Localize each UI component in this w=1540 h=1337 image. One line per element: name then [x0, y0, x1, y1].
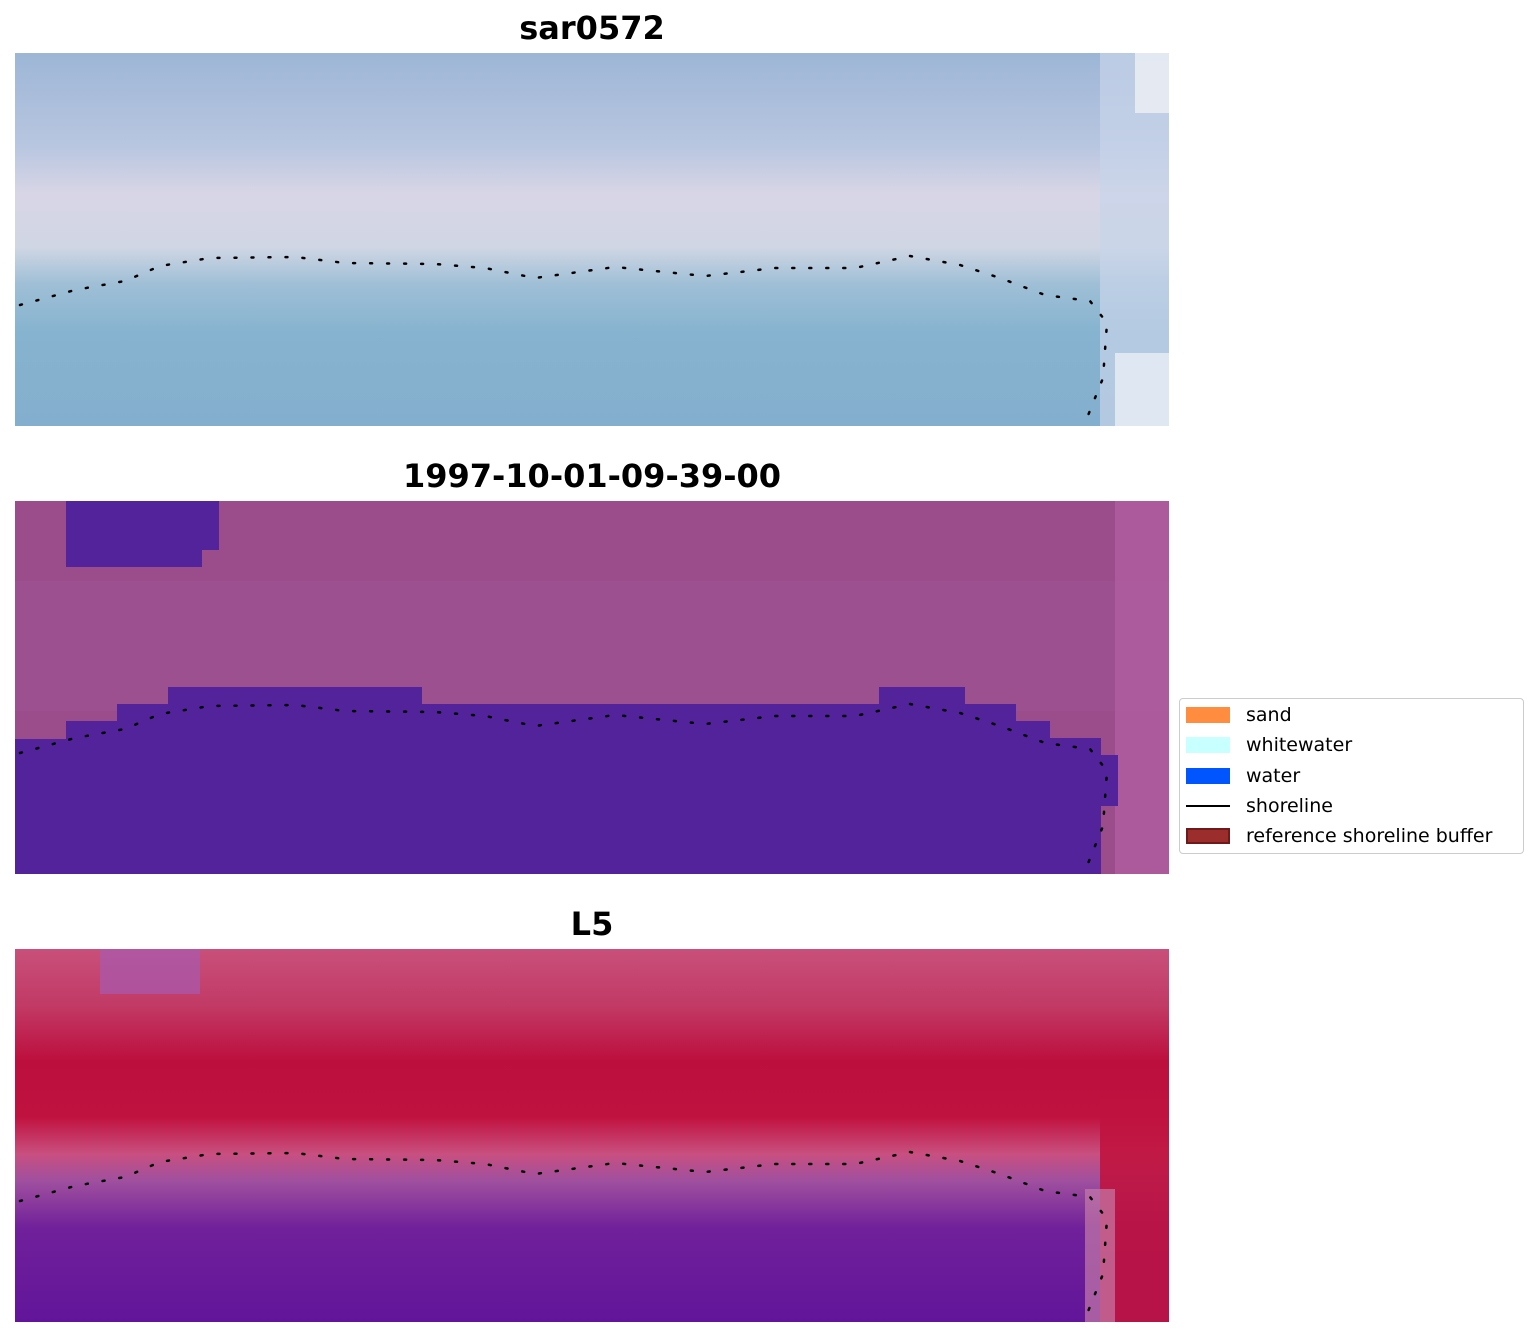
shoreline [18, 702, 1109, 868]
sand-swatch-icon [1186, 707, 1230, 723]
legend-label: sand [1246, 704, 1292, 726]
legend-item-sand: sand [1186, 704, 1292, 726]
classified-image [15, 501, 1169, 874]
legend-label: shoreline [1246, 795, 1333, 817]
shoreline-line-icon [1186, 805, 1230, 807]
panel-title-index: L5 [570, 905, 614, 943]
index-image [15, 949, 1169, 1322]
panel-title-rgb: sar0572 [519, 9, 665, 47]
legend-label: whitewater [1246, 734, 1353, 756]
water-swatch-icon [1186, 768, 1230, 784]
image-panel-index [15, 949, 1169, 1322]
satellite-rgb-image [15, 53, 1169, 426]
legend-item-reference-buffer: reference shoreline buffer [1186, 825, 1492, 847]
legend-label: water [1246, 765, 1301, 787]
legend-item-shoreline: shoreline [1186, 795, 1333, 817]
image-panel-rgb [15, 53, 1169, 426]
legend-item-whitewater: whitewater [1186, 734, 1352, 756]
panel-title-classified: 1997-10-01-09-39-00 [402, 457, 782, 495]
legend-label: reference shoreline buffer [1246, 825, 1493, 847]
whitewater-swatch-icon [1186, 737, 1230, 753]
legend: sand whitewater water shoreline referenc… [1179, 698, 1524, 854]
shoreline [18, 254, 1109, 420]
image-panel-classified [15, 501, 1169, 874]
shoreline [18, 1150, 1109, 1316]
legend-item-water: water [1186, 765, 1300, 787]
buffer-swatch-icon [1186, 828, 1230, 844]
